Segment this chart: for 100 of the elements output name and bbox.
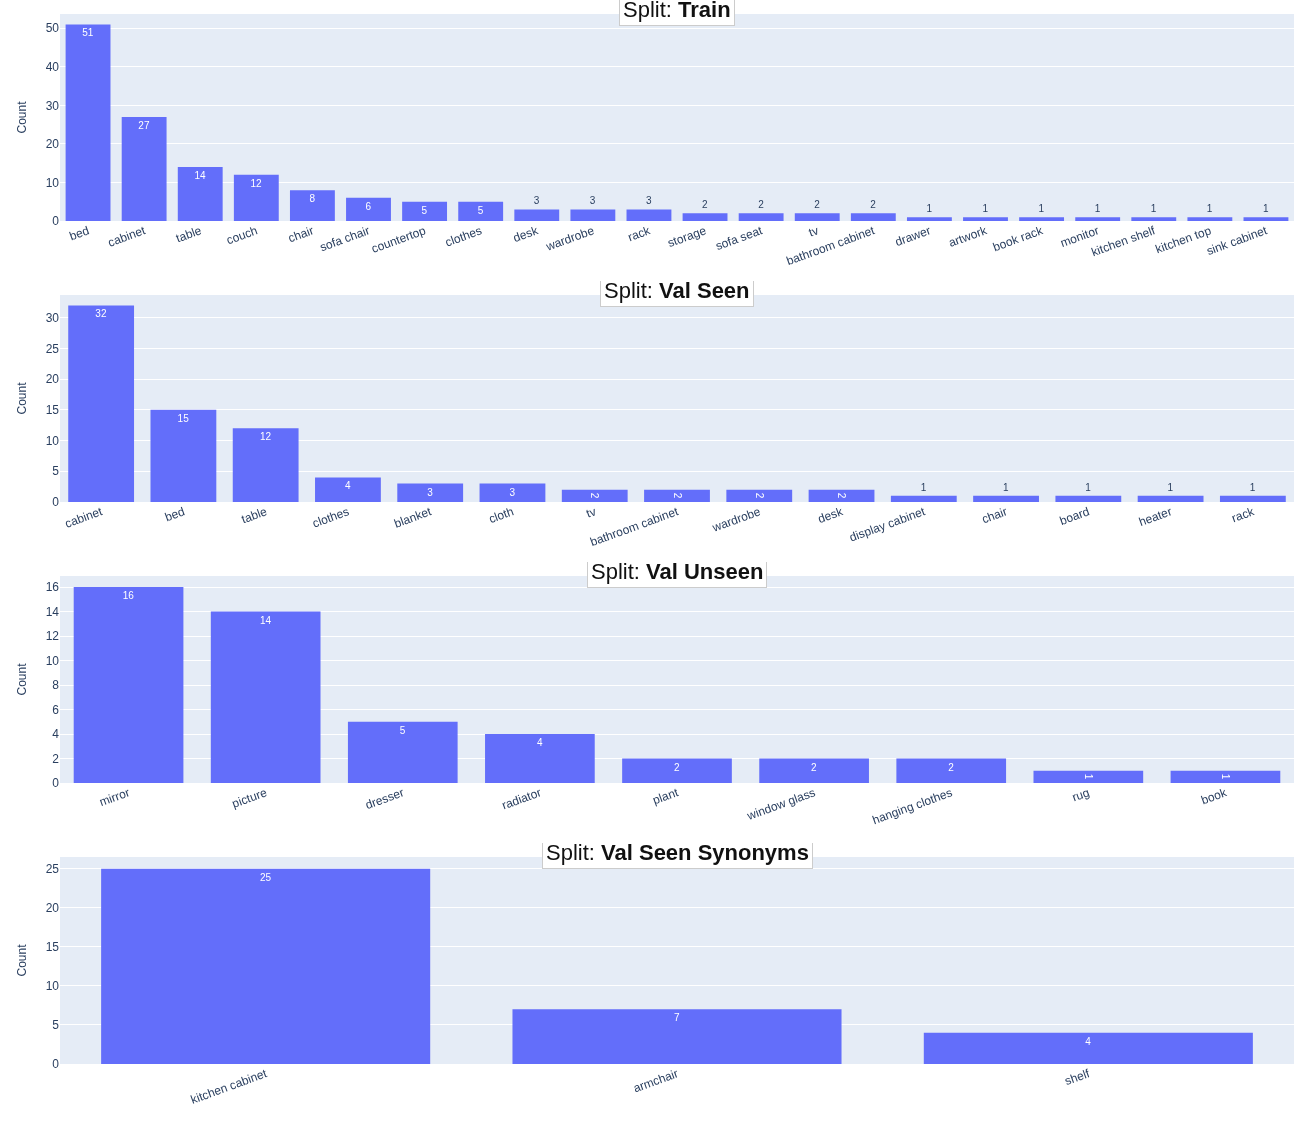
y-axis-title: Count	[15, 100, 29, 134]
x-tick-label: drawer	[893, 223, 933, 250]
bar	[402, 201, 448, 221]
data-label: 3	[589, 195, 596, 207]
x-tick-label: plant	[650, 785, 681, 808]
y-tick-label: 10	[45, 433, 60, 448]
chart-title: Split: Val Seen Synonyms	[546, 840, 809, 865]
x-tick-label: table	[239, 504, 270, 527]
bar	[906, 217, 952, 221]
bar	[315, 477, 381, 502]
y-tick-label: 8	[52, 678, 60, 693]
y-tick-label: 0	[52, 214, 60, 229]
bar	[726, 489, 793, 502]
data-label: 2	[948, 761, 955, 773]
bar	[850, 213, 896, 221]
data-label: 1	[1038, 203, 1045, 215]
x-tick-label: clothes	[443, 223, 484, 250]
y-tick-label: 40	[45, 60, 60, 75]
x-tick-label: sofa chair	[317, 223, 372, 255]
data-label: 1	[1085, 481, 1092, 493]
x-tick-label: display cabinet	[847, 504, 928, 545]
data-label: 1	[1094, 203, 1101, 215]
y-tick-label: 30	[45, 310, 60, 325]
x-tick-label: table	[174, 223, 204, 246]
data-label: 1	[1082, 773, 1094, 780]
y-tick-label: 4	[52, 727, 60, 742]
x-tick-label: bed	[67, 223, 92, 244]
y-axis-title: Count	[15, 943, 29, 977]
bar	[485, 734, 595, 783]
chart-title: Split: Val Unseen	[591, 559, 764, 584]
data-label: 1	[1249, 481, 1256, 493]
bar	[1170, 770, 1281, 783]
data-label: 1	[1150, 203, 1157, 215]
y-tick-label: 12	[45, 629, 60, 644]
bar	[1137, 495, 1204, 502]
y-tick-label: 25	[45, 341, 60, 356]
data-label: 2	[811, 761, 818, 773]
y-tick-label: 0	[52, 776, 60, 791]
data-label: 14	[194, 170, 207, 182]
x-tick-label: board	[1057, 504, 1092, 528]
data-label: 16	[122, 590, 135, 602]
bar	[561, 489, 628, 502]
x-tick-label: dresser	[363, 785, 406, 813]
x-tick-label: rug	[1070, 785, 1092, 805]
x-tick-label: couch	[224, 223, 260, 248]
bar	[210, 611, 321, 783]
data-label: 8	[309, 193, 316, 205]
data-label: 12	[250, 177, 263, 189]
x-tick-label: chair	[979, 504, 1010, 527]
x-tick-label: heater	[1136, 504, 1174, 530]
bar	[65, 24, 111, 221]
y-tick-label: 16	[45, 580, 60, 595]
bar	[1033, 770, 1144, 783]
data-label: 4	[1085, 1035, 1092, 1047]
x-tick-label: desk	[511, 222, 541, 246]
bar	[1075, 217, 1121, 221]
bar	[177, 167, 223, 221]
data-label: 5	[399, 724, 406, 736]
bar	[150, 409, 217, 502]
y-tick-label: 15	[45, 403, 60, 418]
bar	[233, 174, 279, 221]
bar	[1019, 217, 1065, 221]
bar	[289, 190, 335, 221]
x-tick-label: bed	[162, 504, 187, 525]
y-tick-label: 15	[45, 940, 60, 955]
y-tick-label: 5	[52, 464, 60, 479]
data-label: 2	[758, 199, 765, 211]
bar	[896, 758, 1007, 783]
data-label: 4	[344, 480, 351, 492]
data-label: 15	[177, 412, 190, 424]
data-label: 7	[674, 1012, 680, 1024]
bar	[101, 868, 431, 1064]
bar	[682, 213, 728, 221]
y-tick-label: 20	[45, 900, 60, 915]
data-label: 1	[1206, 203, 1213, 215]
bar	[808, 489, 875, 502]
chart-title: Split: Train	[623, 0, 731, 22]
data-label: 3	[427, 486, 434, 498]
data-label: 51	[82, 27, 94, 39]
bar	[1055, 495, 1122, 502]
data-label: 2	[674, 761, 680, 773]
bar	[514, 209, 560, 221]
data-label: 1	[926, 203, 933, 215]
data-label: 12	[259, 431, 272, 443]
bar	[738, 213, 784, 221]
y-tick-label: 20	[45, 372, 60, 387]
x-tick-label: blanket	[392, 504, 434, 531]
y-axis-title: Count	[15, 662, 29, 696]
bar	[1187, 217, 1233, 221]
bar	[512, 1009, 842, 1064]
y-axis-title: Count	[15, 381, 29, 415]
bar	[1131, 217, 1177, 221]
data-label: 25	[259, 871, 272, 883]
bar	[347, 721, 458, 783]
bar	[346, 197, 391, 221]
x-tick-label: storage	[665, 223, 709, 251]
data-label: 2	[589, 492, 601, 499]
bar	[73, 587, 184, 783]
data-label: 4	[536, 737, 543, 749]
y-tick-label: 5	[52, 1018, 60, 1033]
